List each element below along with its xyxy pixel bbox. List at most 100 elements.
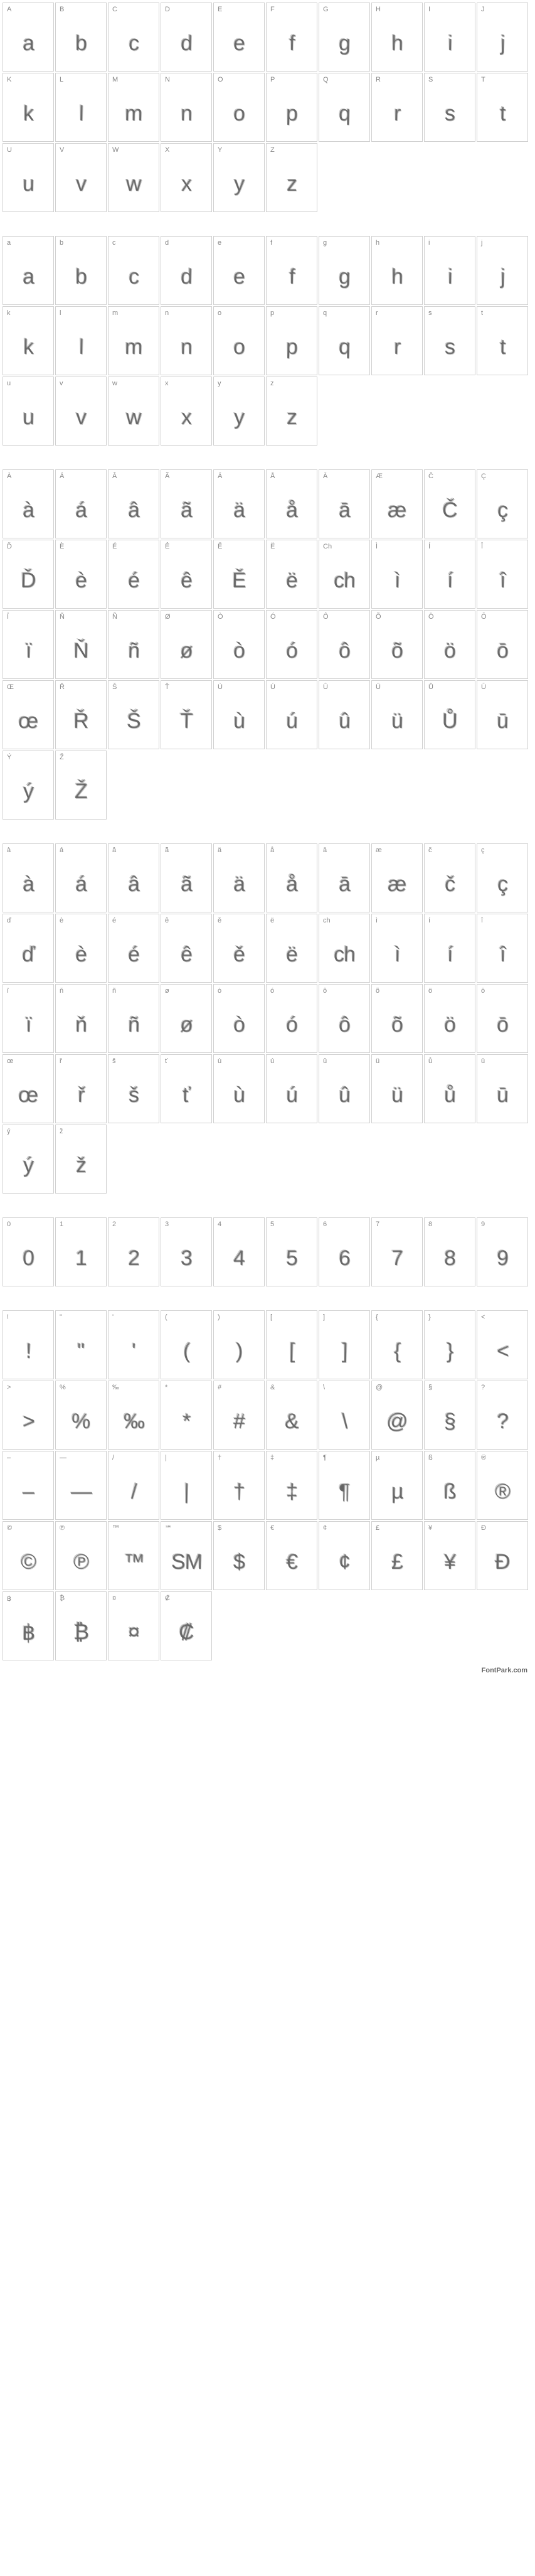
glyph-cell: ōō: [477, 984, 528, 1053]
glyph-cell: 11: [55, 1217, 107, 1286]
glyph-cell: ii: [424, 236, 475, 305]
glyph-display: á: [56, 857, 106, 912]
section-gap: [0, 448, 535, 467]
glyph-label: ): [214, 1311, 264, 1323]
glyph-label: T: [477, 73, 527, 86]
glyph-display: ç: [477, 857, 527, 912]
glyph-label: ç: [477, 844, 527, 857]
glyph-cell: Ōō: [477, 610, 528, 679]
glyph-display: SM: [161, 1535, 211, 1590]
glyph-display: t: [477, 319, 527, 375]
glyph-label: E: [214, 3, 264, 16]
glyph-display: o: [214, 319, 264, 375]
glyph-label: Ä: [214, 470, 264, 483]
glyph-display: f: [267, 16, 317, 71]
glyph-label: Â: [109, 470, 159, 483]
glyph-display: ¤: [109, 1605, 159, 1660]
glyph-label: È: [56, 540, 106, 553]
glyph-display: j: [477, 249, 527, 304]
glyph-label: |: [161, 1451, 211, 1464]
glyph-cell: zz: [266, 377, 317, 446]
glyph-label: ₿: [56, 1592, 106, 1605]
glyph-cell: ýý: [3, 1125, 54, 1194]
glyph-display: š: [109, 1067, 159, 1123]
glyph-display: £: [372, 1534, 422, 1590]
glyph-label: $: [214, 1522, 264, 1534]
glyph-cell: ††: [213, 1451, 265, 1520]
glyph-display: 4: [214, 1231, 264, 1286]
glyph-display: *: [161, 1394, 211, 1449]
glyph-display: ō: [477, 623, 527, 678]
glyph-display: >: [3, 1394, 53, 1449]
glyph-label: ¶: [319, 1451, 369, 1464]
glyph-cell: <<: [477, 1310, 528, 1379]
glyph-display: ď: [3, 927, 53, 982]
glyph-display: Š: [109, 693, 159, 749]
glyph-display: f: [267, 249, 317, 304]
font-chart: AaBbCcDdEeFfGgHhIiJjKkLlMmNnOoPpQqRrSsTt…: [0, 0, 535, 1663]
section-symbols: !!""''(())[[]]{{}}<<>>%%‰‰**##&&\\@@§§??…: [0, 1308, 535, 1663]
glyph-display: ™: [109, 1534, 159, 1590]
glyph-display: e: [214, 249, 264, 304]
glyph-label: ā: [319, 844, 369, 857]
glyph-label: 3: [161, 1218, 211, 1231]
glyph-label: m: [109, 307, 159, 319]
glyph-cell: Pp: [266, 73, 317, 142]
glyph-display: Č: [425, 483, 475, 538]
glyph-display: ž: [56, 1138, 106, 1193]
glyph-label: !: [3, 1311, 53, 1323]
glyph-cell: qq: [319, 306, 370, 375]
glyph-cell: bb: [55, 236, 107, 305]
glyph-label: ò: [214, 985, 264, 997]
glyph-cell: òò: [213, 984, 265, 1053]
glyph-cell: ťť: [161, 1054, 212, 1123]
glyph-label: ü: [372, 1055, 422, 1067]
glyph-cell: üü: [371, 1054, 423, 1123]
glyph-cell: nn: [161, 306, 212, 375]
glyph-display: ø: [161, 997, 211, 1052]
glyph-cell: gg: [319, 236, 370, 305]
glyph-cell: ûû: [319, 1054, 370, 1123]
glyph-display: l: [56, 319, 106, 375]
glyph-display: ù: [214, 1067, 264, 1123]
glyph-display: ū: [477, 693, 527, 749]
glyph-cell: Gg: [319, 3, 370, 72]
glyph-label: 6: [319, 1218, 369, 1231]
glyph-cell: )): [213, 1310, 265, 1379]
glyph-display: a: [3, 16, 53, 71]
glyph-display: ¢: [319, 1534, 369, 1590]
glyph-label: ě: [214, 914, 264, 927]
glyph-display: z: [267, 156, 317, 211]
glyph-cell: ïï: [3, 984, 54, 1053]
glyph-display: ë: [267, 553, 317, 608]
glyph-cell: Ùù: [213, 680, 265, 749]
glyph-cell: kk: [3, 306, 54, 375]
glyph-display: ö: [425, 623, 475, 678]
glyph-display: æ: [372, 857, 422, 912]
glyph-display: µ: [372, 1464, 422, 1519]
glyph-display: Ř: [56, 693, 106, 749]
glyph-cell: ňň: [55, 984, 107, 1053]
glyph-display: å: [267, 857, 317, 912]
glyph-label: ď: [3, 914, 53, 927]
glyph-label: ø: [161, 985, 211, 997]
glyph-label: Ö: [425, 611, 475, 623]
glyph-display: ã: [161, 483, 211, 538]
glyph-cell: Jj: [477, 3, 528, 72]
glyph-label: A: [3, 3, 53, 16]
glyph-display: n: [161, 86, 211, 141]
glyph-cell: ŽŽ: [55, 751, 107, 820]
glyph-cell: ĚĚ: [213, 540, 265, 609]
glyph-display: à: [3, 483, 53, 538]
glyph-cell: ww: [108, 377, 159, 446]
glyph-display: ü: [372, 693, 422, 749]
glyph-cell: êê: [161, 914, 212, 983]
glyph-display: ò: [214, 997, 264, 1052]
glyph-label: à: [3, 844, 53, 857]
glyph-display: d: [161, 249, 211, 304]
glyph-cell: '': [108, 1310, 159, 1379]
glyph-cell: vv: [55, 377, 107, 446]
glyph-cell: 99: [477, 1217, 528, 1286]
glyph-label: Ò: [214, 611, 264, 623]
glyph-display: ó: [267, 623, 317, 678]
